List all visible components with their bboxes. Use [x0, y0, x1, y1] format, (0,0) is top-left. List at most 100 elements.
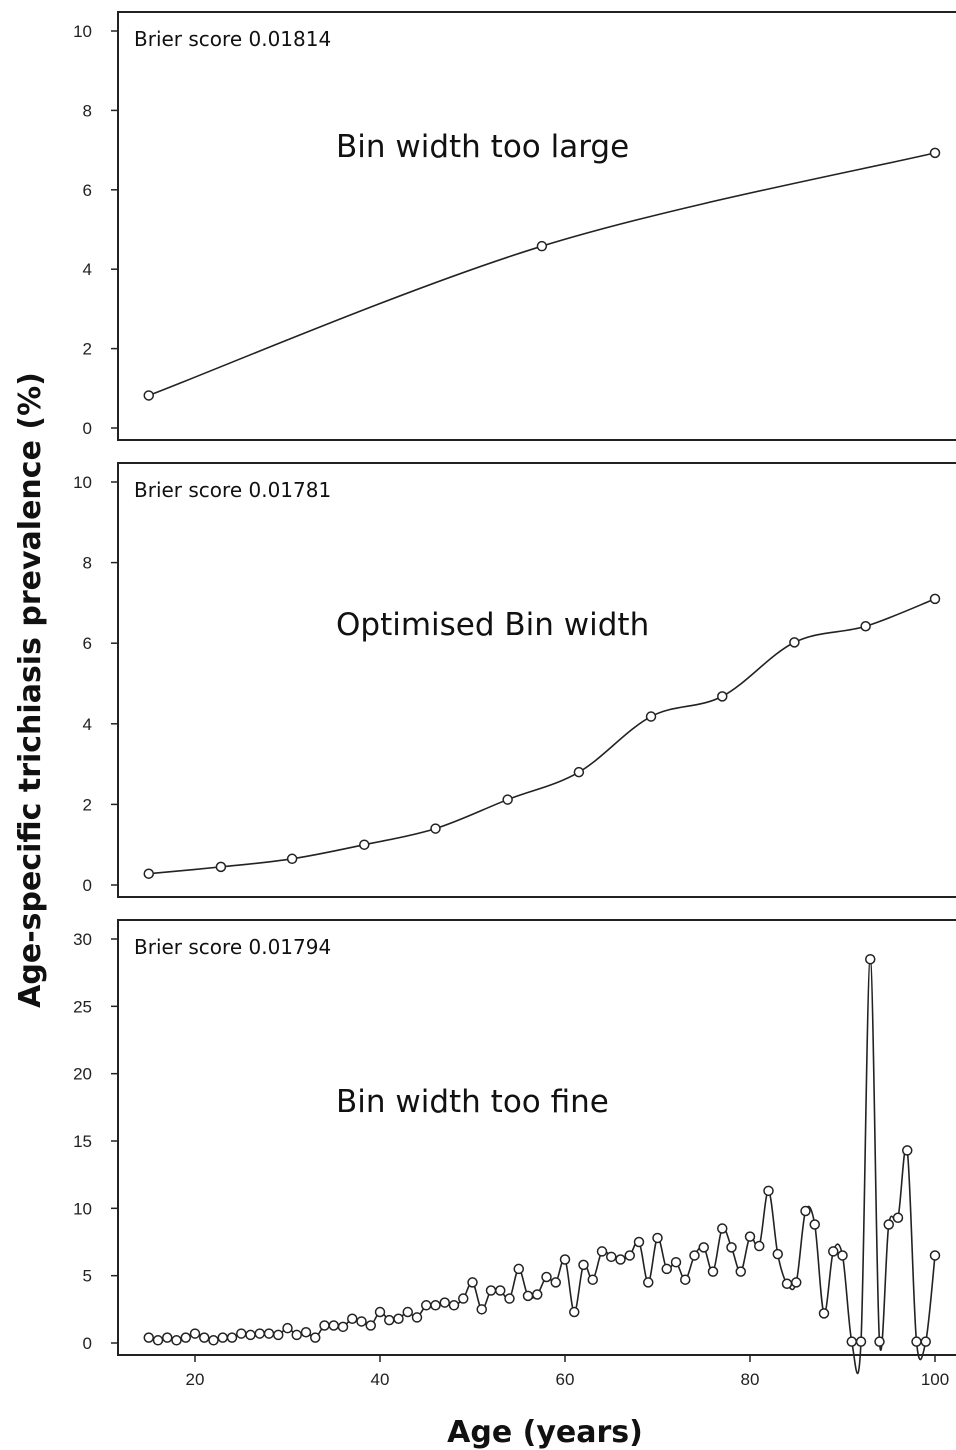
data-point: [430, 823, 441, 834]
data-point: [929, 1250, 941, 1261]
data-point: [532, 1289, 543, 1300]
data-point: [860, 621, 871, 632]
data-point: [448, 1300, 460, 1311]
data-point: [717, 1223, 728, 1234]
data-point: [522, 1290, 534, 1302]
data-point: [263, 1328, 275, 1339]
brier-score-label: Brier score 0.01814: [134, 27, 331, 51]
panel-1: 0 2 4 6 8 10 Brier score 0.01814 Bin width too …: [73, 11, 956, 441]
y-axis-title: Age-specific trichiasis prevalence (%): [13, 372, 48, 1008]
data-point: [421, 1300, 432, 1311]
data-point: [356, 1316, 367, 1327]
bin-width-label: Bin width too fine: [336, 1084, 609, 1120]
data-point: [347, 1313, 358, 1325]
data-point: [781, 1278, 793, 1289]
series-line: [148, 958, 936, 1374]
data-point: [645, 711, 657, 722]
y-tick-label: 10: [73, 1199, 92, 1218]
data-point: [374, 1306, 386, 1318]
data-point: [254, 1328, 265, 1339]
data-point: [476, 1304, 487, 1315]
data-point: [670, 1256, 682, 1268]
panels-group: 0 2 4 6 8 10 Brier score 0.01814 Bin width too …: [73, 11, 956, 1374]
panel-frame: [117, 919, 956, 1356]
data-point: [495, 1285, 506, 1296]
data-point: [929, 593, 941, 605]
data-point: [559, 1254, 571, 1265]
x-axis: 20 40 60 80 100: [186, 1355, 949, 1389]
data-point: [818, 1308, 830, 1319]
data-point: [300, 1326, 312, 1338]
data-point: [485, 1285, 497, 1296]
data-point: [698, 1242, 709, 1253]
bin-width-label: Bin width too large: [336, 129, 629, 165]
panel-3: 0 5 10 15 20 25 30 Brier score 0.01794 Bin width…: [73, 919, 956, 1374]
data-point: [578, 1259, 589, 1271]
data-point: [171, 1335, 182, 1346]
data-point: [282, 1322, 293, 1334]
y-tick-label: 25: [73, 997, 92, 1016]
brier-score-label: Brier score 0.01781: [134, 478, 331, 502]
data-point: [573, 766, 585, 778]
data-point: [236, 1328, 247, 1339]
data-point: [310, 1332, 321, 1343]
y-tick-label: 2: [83, 795, 92, 814]
panel-2: 0 2 4 6 8 10 Brier score 0.01781 Optimised Bin …: [73, 462, 956, 898]
x-axis-title: Age (years): [447, 1415, 643, 1450]
data-point: [245, 1329, 256, 1341]
y-tick-label: 4: [83, 715, 92, 734]
data-point: [273, 1329, 284, 1341]
data-point: [902, 1145, 913, 1156]
bin-width-label: Optimised Bin width: [336, 607, 649, 643]
data-point: [393, 1313, 404, 1325]
data-point: [855, 1336, 867, 1347]
panel-frame: [117, 11, 956, 441]
data-point: [883, 1219, 894, 1230]
data-point: [384, 1314, 395, 1326]
data-point: [828, 1246, 839, 1257]
data-point: [707, 1266, 719, 1277]
data-point: [291, 1329, 302, 1341]
data-point: [513, 1263, 524, 1275]
y-tick-label: 6: [83, 181, 92, 200]
data-point: [143, 1332, 154, 1343]
x-tick-label: 80: [741, 1370, 760, 1389]
data-point: [215, 861, 227, 873]
data-point: [754, 1240, 765, 1252]
data-point: [536, 240, 548, 252]
y-tick-label: 0: [83, 419, 92, 438]
y-tick-label: 15: [73, 1132, 92, 1151]
data-point: [152, 1335, 164, 1346]
data-point: [467, 1277, 478, 1288]
data-point: [606, 1251, 617, 1263]
x-tick-label: 100: [921, 1370, 949, 1389]
y-tick-label: 20: [73, 1065, 92, 1084]
data-point: [208, 1335, 219, 1346]
data-point: [689, 1250, 700, 1261]
data-point: [791, 1277, 802, 1288]
data-point: [162, 1332, 173, 1343]
data-point: [502, 794, 513, 805]
y-tick-label: 10: [73, 22, 92, 41]
brier-score-label: Brier score 0.01794: [134, 935, 331, 959]
data-point: [735, 1266, 746, 1277]
data-point: [189, 1328, 201, 1339]
data-point: [892, 1212, 904, 1224]
data-point: [911, 1336, 922, 1347]
data-point: [809, 1219, 820, 1230]
y-tick-label: 2: [83, 340, 92, 359]
data-point: [328, 1320, 339, 1331]
data-point: [143, 868, 154, 879]
series-line: [148, 152, 936, 397]
data-point: [717, 691, 728, 702]
data-point: [680, 1274, 691, 1285]
y-tick-label: 5: [83, 1267, 92, 1286]
x-tick-label: 40: [371, 1370, 390, 1389]
data-point: [143, 390, 154, 401]
y-tick-label: 8: [83, 554, 92, 573]
data-point: [624, 1250, 635, 1261]
data-point: [411, 1312, 423, 1323]
data-point: [550, 1277, 561, 1288]
data-point: [615, 1254, 626, 1265]
